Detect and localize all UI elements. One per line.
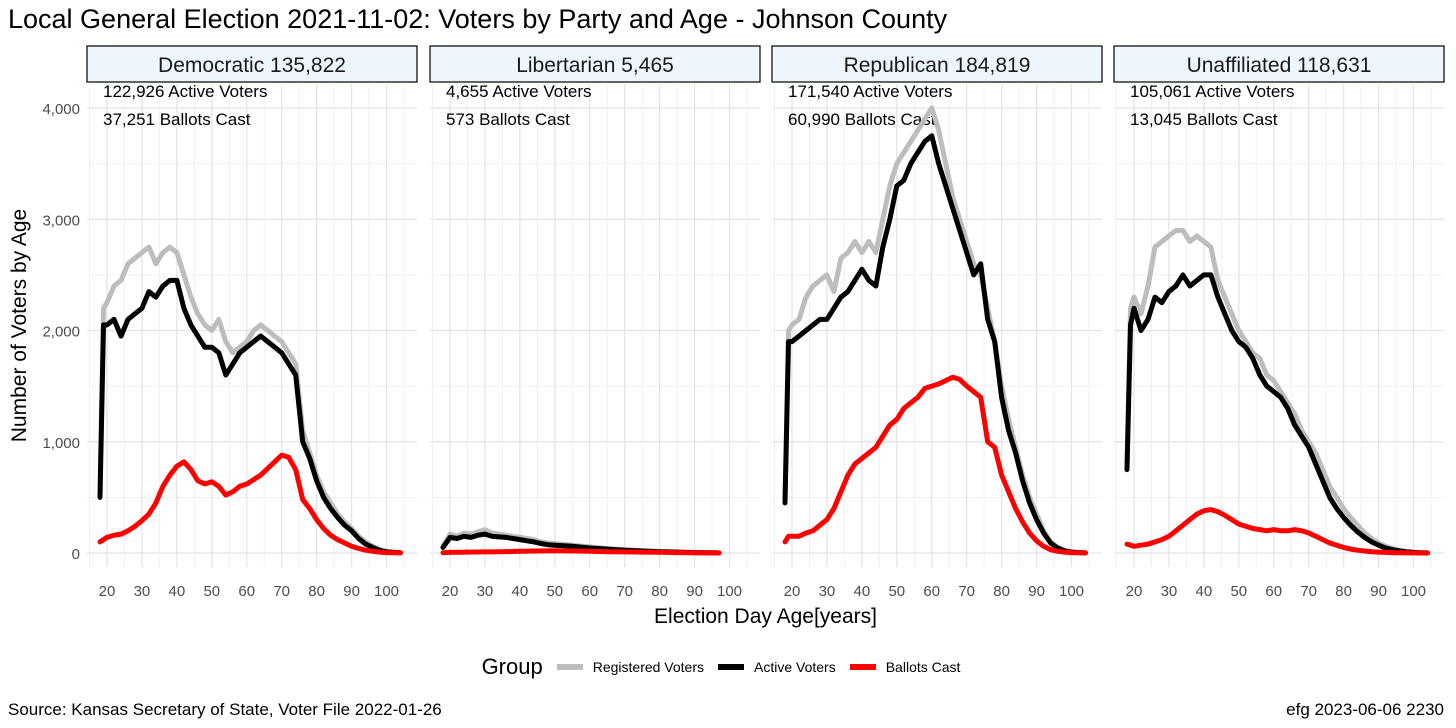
x-tick-label: 40	[1196, 583, 1213, 600]
x-tick-label: 20	[1126, 583, 1143, 600]
x-tick-label: 100	[374, 583, 399, 600]
x-tick-label: 70	[958, 583, 975, 600]
legend-title: Group	[481, 654, 543, 679]
facet-strip-label: Republican 184,819	[844, 54, 1031, 77]
facet-strip	[86, 45, 418, 83]
legend-label-ballots: Ballots Cast	[885, 659, 961, 675]
legend-key-ballots	[849, 664, 876, 670]
facet-strip	[1113, 45, 1445, 83]
legend-item-active: Active Voters	[718, 659, 836, 675]
x-tick-label: 50	[203, 583, 220, 600]
series-line-active-voters	[97, 277, 403, 556]
y-tick-label: 2,000	[42, 324, 80, 341]
x-tick-label: 90	[1370, 583, 1387, 600]
ballots-cast-annotation: 13,045 Ballots Cast	[1130, 110, 1278, 129]
x-tick-label: 20	[442, 583, 459, 600]
x-tick-label: 100	[717, 583, 742, 600]
chart-title: Local General Election 2021-11-02: Voter…	[8, 4, 948, 34]
x-tick-label: 40	[512, 583, 529, 600]
x-tick-label: 60	[1265, 583, 1282, 600]
x-tick-label: 80	[308, 583, 325, 600]
facet-strip	[429, 45, 761, 83]
y-tick-label: 3,000	[42, 212, 80, 229]
active-voters-annotation: 122,926 Active Voters	[103, 82, 267, 101]
legend-label-active: Active Voters	[754, 659, 836, 675]
faceted-line-chart: 0 1,000 2,000 3,000 4,000 Number of Voters by…	[8, 45, 1445, 628]
legend-key-active	[718, 664, 745, 670]
x-tick-label: 30	[1161, 583, 1178, 600]
signature-note: efg 2023-06-06 2230	[1286, 700, 1444, 719]
x-tick-label: 30	[134, 583, 151, 600]
legend: Group Registered Voters Active Voters Ba…	[0, 654, 1456, 680]
x-tick-label: 100	[1059, 583, 1084, 600]
y-tick-label: 1,000	[42, 435, 80, 452]
ballots-cast-annotation: 573 Ballots Cast	[446, 110, 570, 129]
x-tick-label: 50	[1230, 583, 1247, 600]
x-tick-label: 80	[993, 583, 1010, 600]
x-tick-label: 100	[1401, 583, 1426, 600]
ballots-cast-annotation: 37,251 Ballots Cast	[103, 110, 251, 129]
active-voters-annotation: 105,061 Active Voters	[1130, 82, 1294, 101]
x-tick-label: 20	[99, 583, 116, 600]
x-tick-label: 70	[616, 583, 633, 600]
active-voters-annotation: 4,655 Active Voters	[446, 82, 592, 101]
ballots-cast-annotation: 60,990 Ballots Cast	[788, 110, 936, 129]
source-note: Source: Kansas Secretary of State, Voter…	[8, 700, 442, 719]
legend-label-registered: Registered Voters	[592, 659, 705, 675]
x-tick-label: 70	[273, 583, 290, 600]
facet-strip-label: Democratic 135,822	[158, 54, 346, 77]
facet-strip	[771, 45, 1103, 83]
series-line-active-voters	[782, 133, 1088, 556]
series-line-ballots-cast	[440, 548, 722, 556]
y-tick-label: 0	[72, 546, 80, 563]
y-axis-title: Number of Voters by Age	[8, 209, 31, 442]
x-tick-label: 60	[923, 583, 940, 600]
series-line-active-voters	[1124, 272, 1430, 556]
legend-item-ballots: Ballots Cast	[849, 659, 961, 675]
x-tick-label: 60	[581, 583, 598, 600]
x-tick-label: 80	[651, 583, 668, 600]
series-line-registered-voters	[97, 244, 403, 556]
y-tick-label: 4,000	[42, 101, 80, 118]
x-tick-label: 90	[343, 583, 360, 600]
x-tick-label: 30	[477, 583, 494, 600]
active-voters-annotation: 171,540 Active Voters	[788, 82, 952, 101]
legend-key-registered	[556, 664, 583, 670]
x-tick-label: 70	[1300, 583, 1317, 600]
x-tick-label: 60	[238, 583, 255, 600]
x-tick-label: 50	[546, 583, 563, 600]
x-tick-label: 80	[1335, 583, 1352, 600]
x-tick-label: 20	[784, 583, 801, 600]
facet-strip-label: Unaffiliated 118,631	[1187, 54, 1372, 77]
x-tick-label: 90	[1028, 583, 1045, 600]
x-tick-label: 30	[819, 583, 836, 600]
series-line-ballots-cast	[782, 374, 1088, 556]
x-tick-label: 40	[169, 583, 186, 600]
x-tick-label: 50	[888, 583, 905, 600]
legend-item-registered: Registered Voters	[556, 659, 705, 675]
x-tick-label: 40	[854, 583, 871, 600]
x-tick-label: 90	[686, 583, 703, 600]
series-line-ballots-cast	[1124, 507, 1430, 556]
facet-strip-label: Libertarian 5,465	[516, 54, 674, 77]
x-axis-title: Election Day Age[years]	[654, 605, 877, 628]
series-line-ballots-cast	[97, 452, 403, 556]
